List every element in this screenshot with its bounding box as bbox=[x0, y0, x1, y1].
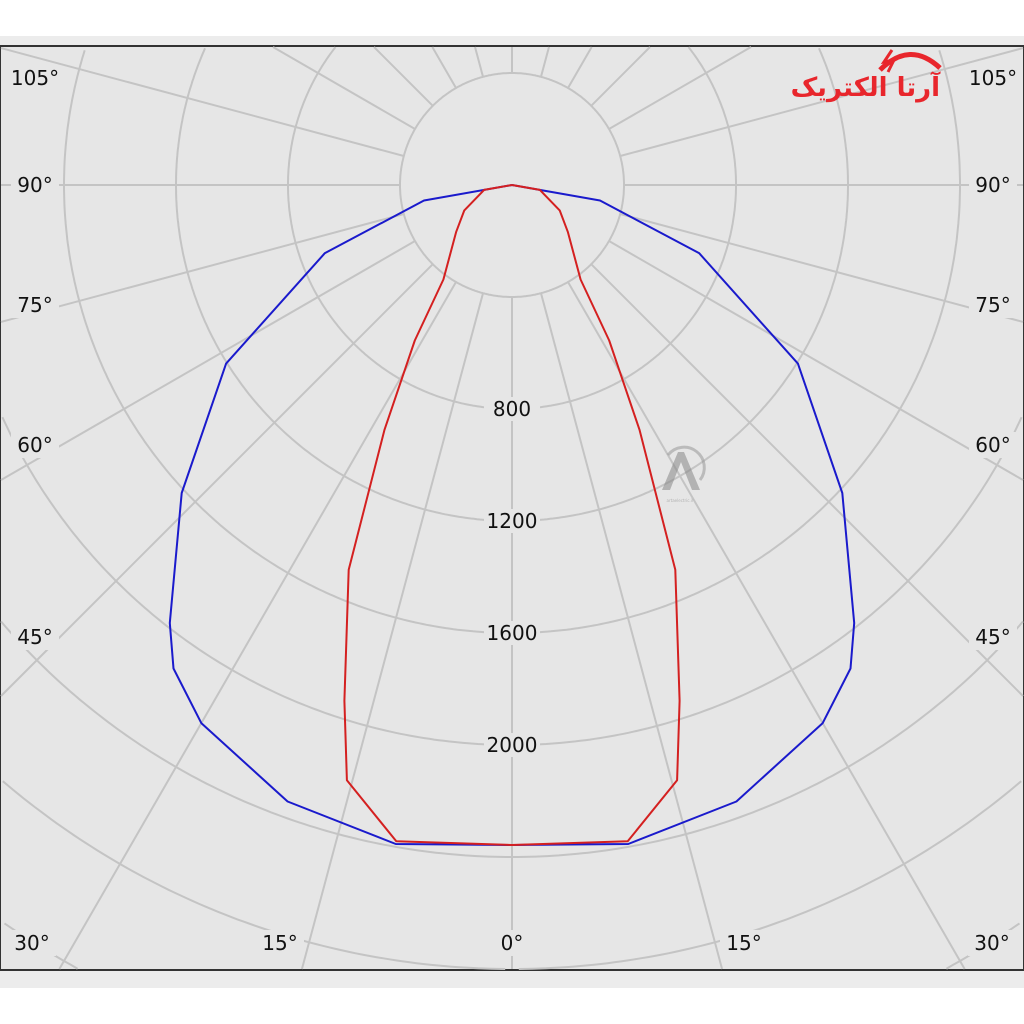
grid-ray bbox=[272, 46, 416, 130]
radial-label-bg bbox=[484, 397, 540, 421]
angle-tick-label: 30° bbox=[974, 931, 1009, 955]
angle-tick-label: 90° bbox=[17, 173, 52, 197]
angle-label-bg bbox=[968, 930, 1016, 956]
intensity-curve bbox=[343, 184, 681, 846]
grid-ray bbox=[590, 46, 651, 107]
watermark-text: artaelectric.ir bbox=[667, 498, 694, 503]
angle-label-bg bbox=[969, 432, 1017, 458]
radial-label-bg bbox=[484, 621, 540, 645]
angle-tick-label: 15° bbox=[262, 931, 297, 955]
grid-ring bbox=[0, 620, 512, 858]
angle-label-bg bbox=[969, 624, 1017, 650]
grid-ray bbox=[0, 47, 405, 157]
grid-ray bbox=[619, 47, 1024, 157]
radial-tick-label: 1600 bbox=[487, 621, 538, 645]
grid-ring bbox=[512, 47, 849, 522]
grid-ray bbox=[619, 213, 1024, 323]
grid-ring bbox=[175, 47, 512, 522]
radial-tick-label: 1200 bbox=[487, 509, 538, 533]
angle-label-bg bbox=[488, 930, 536, 956]
angle-label-bg bbox=[8, 930, 56, 956]
grid-ray bbox=[608, 46, 752, 130]
angle-label-bg bbox=[720, 930, 768, 956]
radial-tick-label: 800 bbox=[493, 397, 531, 421]
brand-logo: آرتا الکتریک bbox=[791, 49, 942, 103]
radial-label-bg bbox=[484, 509, 540, 533]
grid-ray bbox=[608, 240, 1024, 481]
grid-ray bbox=[58, 281, 457, 970]
grid-ray bbox=[540, 46, 550, 78]
angle-tick-label: 60° bbox=[975, 433, 1010, 457]
grid-ring bbox=[287, 46, 512, 410]
angle-label-bg bbox=[11, 292, 59, 318]
grid-ray bbox=[590, 263, 1024, 697]
angle-tick-label: 60° bbox=[17, 433, 52, 457]
grid-ray bbox=[567, 281, 966, 970]
angle-label-bg bbox=[256, 930, 304, 956]
grid-ring bbox=[2, 780, 506, 970]
angle-label-bg bbox=[969, 172, 1017, 198]
grid-ray bbox=[0, 263, 434, 697]
grid-ring bbox=[1, 416, 512, 746]
grid-ray bbox=[0, 213, 405, 323]
grid-ray bbox=[540, 292, 724, 970]
watermark-logo: artaelectric.ir bbox=[662, 445, 706, 503]
logo-text: آرتا الکتریک bbox=[791, 71, 942, 103]
labels: 800 1200 1600 2000 105° 105° 90° 90° 75° 75° 60° 60… bbox=[8, 65, 1017, 956]
angle-tick-label: 0° bbox=[501, 931, 524, 955]
angle-tick-label: 90° bbox=[975, 173, 1010, 197]
grid-ring bbox=[512, 416, 1023, 746]
grid-ring bbox=[63, 50, 512, 634]
grid-ray bbox=[373, 46, 434, 107]
angle-label-bg bbox=[11, 432, 59, 458]
angle-tick-label: 15° bbox=[726, 931, 761, 955]
grid-ray bbox=[0, 240, 416, 481]
angle-label-bg bbox=[969, 292, 1017, 318]
radial-tick-label: 2000 bbox=[487, 733, 538, 757]
angle-label-bg bbox=[969, 65, 1017, 91]
angle-label-bg bbox=[11, 624, 59, 650]
angle-tick-label: 30° bbox=[14, 931, 49, 955]
grid-ray bbox=[300, 292, 484, 970]
grid-ray bbox=[431, 46, 457, 89]
angle-label-bg bbox=[11, 172, 59, 198]
angle-tick-label: 45° bbox=[975, 625, 1010, 649]
radial-label-bg bbox=[484, 733, 540, 757]
grid-ring bbox=[518, 780, 1022, 970]
grid-ring bbox=[512, 46, 737, 410]
angle-label-bg bbox=[11, 65, 59, 91]
angle-tick-label: 75° bbox=[17, 293, 52, 317]
angle-tick-label: 105° bbox=[11, 66, 59, 90]
angle-tick-label: 105° bbox=[969, 66, 1017, 90]
grid-ray bbox=[474, 46, 484, 78]
angle-tick-label: 45° bbox=[17, 625, 52, 649]
grid-ray bbox=[567, 46, 593, 89]
grid-ring bbox=[512, 620, 1024, 858]
grid-ring bbox=[512, 50, 961, 634]
curves bbox=[168, 184, 856, 846]
angle-tick-label: 75° bbox=[975, 293, 1010, 317]
grid bbox=[0, 46, 1024, 970]
